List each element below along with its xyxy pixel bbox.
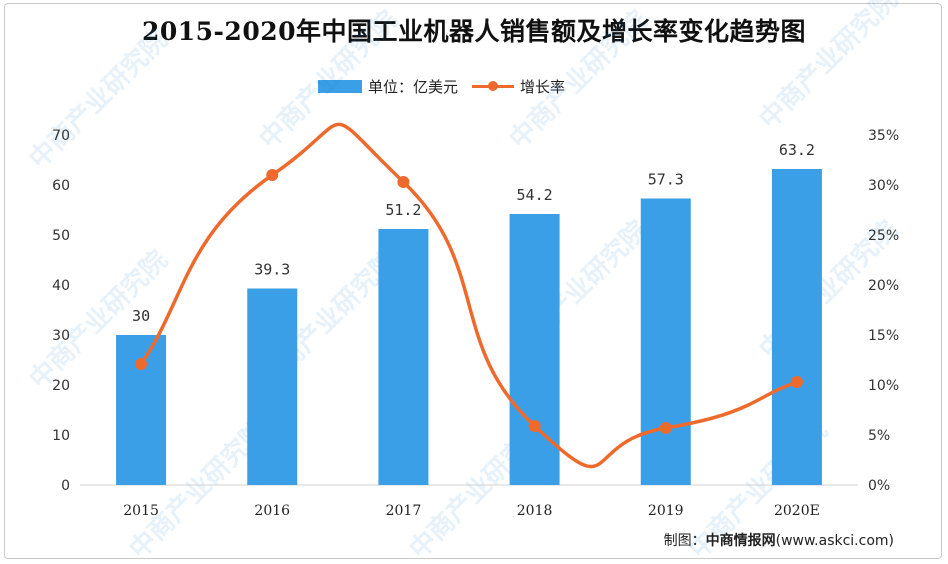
x-tick-label: 2017 [386, 503, 422, 519]
legend-bar-swatch [318, 80, 362, 93]
y-left-tick-label: 0 [61, 478, 70, 494]
y-right-tick-label: 5% [868, 428, 890, 444]
y-left-tick-label: 30 [52, 328, 70, 344]
bar-2015 [116, 335, 167, 485]
x-tick-label: 2018 [517, 503, 553, 519]
bar-value-label: 51.2 [385, 201, 421, 219]
y-left-tick-label: 10 [52, 428, 70, 444]
bar-2016 [247, 288, 298, 485]
watermark-text: 中商产业研究院 [753, 0, 904, 135]
x-tick-label: 2019 [648, 503, 684, 519]
y-right-tick-label: 0% [868, 478, 890, 494]
y-left-tick-label: 70 [52, 128, 70, 144]
bar-value-label: 63.2 [779, 141, 815, 159]
legend-line-swatch [472, 80, 515, 93]
growth-rate-line [139, 122, 798, 469]
growth-point-2015 [135, 358, 148, 370]
growth-point-2016 [266, 169, 279, 181]
watermark-text: 中商产业研究院 [23, 24, 174, 175]
y-right-tick-label: 30% [868, 178, 899, 194]
chart-title: 2015-2020年中国工业机器人销售额及增长率变化趋势图 [141, 17, 807, 46]
bar-value-label: 39.3 [254, 261, 290, 279]
bar-2020E [771, 169, 822, 485]
bar-value-label: 30 [132, 307, 150, 325]
bar-2018 [509, 214, 560, 485]
growth-point-2018 [528, 420, 541, 432]
growth-point-2019 [659, 422, 672, 434]
legend-bar-label: 单位：亿美元 [368, 78, 459, 96]
y-right-tick-label: 25% [868, 228, 899, 244]
legend-line-label: 增长率 [520, 78, 566, 96]
bar-value-label: 57.3 [648, 171, 684, 189]
source-url: (www.askci.com) [775, 533, 894, 549]
y-left-tick-label: 60 [52, 178, 70, 194]
source-credit: 制图：中商情报网(www.askci.com) [664, 530, 894, 550]
y-left-tick-label: 20 [52, 378, 70, 394]
y-right-tick-label: 35% [868, 128, 899, 144]
source-org: 中商情报网 [705, 533, 776, 549]
y-right-tick-label: 20% [868, 278, 899, 294]
growth-point-2017 [397, 176, 410, 188]
watermark-text: 中商产业研究院 [253, 4, 404, 155]
y-right-tick-label: 10% [868, 378, 899, 394]
x-tick-label: 2015 [123, 503, 159, 519]
bar-2017 [378, 229, 429, 485]
y-left-tick-label: 40 [52, 278, 70, 294]
y-right-tick-label: 15% [868, 328, 899, 344]
bar-2019 [640, 198, 691, 485]
watermark-text: 中商产业研究院 [503, 4, 654, 155]
bar-value-label: 54.2 [517, 186, 553, 204]
growth-point-2020E [790, 376, 803, 388]
y-left-tick-label: 50 [52, 228, 70, 244]
source-prefix: 制图： [663, 533, 706, 549]
x-tick-label: 2020E [774, 503, 820, 519]
x-tick-label: 2016 [254, 503, 290, 519]
chart-legend: 单位：亿美元 增长率 [318, 76, 565, 97]
